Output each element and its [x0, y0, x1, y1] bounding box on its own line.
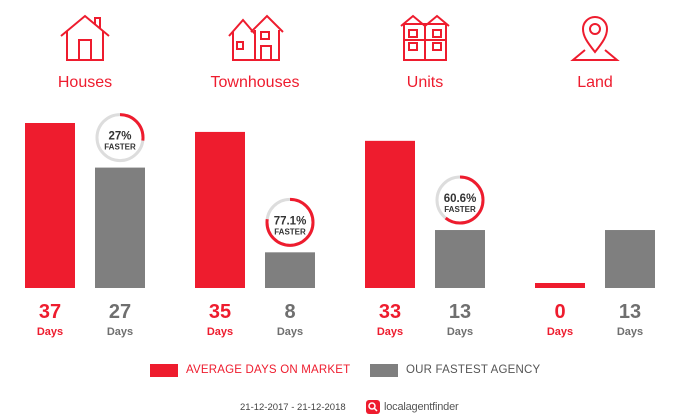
badge-progress-units [435, 175, 485, 225]
brand-name: localagentfinder [384, 401, 459, 413]
category-label-land: Land [577, 74, 613, 91]
value-label-agency-townhouses: 8 [284, 301, 295, 323]
badge-faster-townhouses: FASTER [274, 227, 306, 236]
badge-faster-houses: FASTER [104, 143, 136, 152]
bar-average-land [535, 283, 585, 288]
value-label-agency-units: 13 [449, 301, 471, 323]
bar-average-townhouses [195, 131, 245, 288]
legend: AVERAGE DAYS ON MARKET OUR FASTEST AGENC… [0, 364, 700, 380]
footer: 21-12-2017 - 21-12-2018 localagentfinder [0, 400, 700, 416]
legend-label-average: AVERAGE DAYS ON MARKET [186, 364, 351, 376]
unit-label-agency-units: Days [447, 326, 473, 338]
brand-logo-icon [366, 400, 380, 414]
legend-label-agency: OUR FASTEST AGENCY [406, 364, 541, 376]
unit-label-agency-land: Days [617, 326, 643, 338]
badge-progress-townhouses [265, 197, 315, 247]
unit-label-average-land: Days [547, 326, 573, 338]
bar-average-units [365, 140, 415, 288]
units-icon [400, 14, 450, 61]
townhouses-icon [228, 14, 284, 61]
value-label-agency-land: 13 [619, 301, 641, 323]
badge-faster-units: FASTER [444, 205, 476, 214]
land-pin-icon [570, 16, 620, 61]
unit-label-agency-townhouses: Days [277, 326, 303, 338]
badge-progress-houses [95, 113, 145, 163]
unit-label-average-townhouses: Days [207, 326, 233, 338]
value-label-average-houses: 37 [39, 301, 61, 323]
bar-agency-townhouses [265, 252, 315, 288]
bar-agency-land [605, 230, 655, 288]
badge-percent-units: 60.6% [444, 193, 477, 205]
badge-percent-townhouses: 77.1% [274, 215, 307, 227]
category-label-townhouses: Townhouses [210, 74, 300, 91]
value-label-average-townhouses: 35 [209, 301, 231, 323]
unit-label-average-houses: Days [37, 326, 63, 338]
house-icon [60, 14, 110, 61]
value-label-agency-houses: 27 [109, 301, 131, 323]
badge-percent-houses: 27% [108, 131, 131, 143]
date-range: 21-12-2017 - 21-12-2018 [240, 402, 346, 413]
legend-swatch-average [150, 364, 178, 377]
value-label-average-land: 0 [554, 301, 565, 323]
bar-average-houses [25, 123, 75, 288]
category-label-units: Units [406, 74, 444, 91]
bar-chart: 37Days27Days27%FASTER35Days8Days77.1%FAS… [25, 113, 655, 338]
legend-swatch-agency [370, 364, 398, 377]
unit-label-agency-houses: Days [107, 326, 133, 338]
value-label-average-units: 33 [379, 301, 401, 323]
bar-agency-houses [95, 167, 145, 288]
bar-agency-units [435, 230, 485, 288]
unit-label-average-units: Days [377, 326, 403, 338]
category-label-houses: Houses [57, 74, 113, 91]
